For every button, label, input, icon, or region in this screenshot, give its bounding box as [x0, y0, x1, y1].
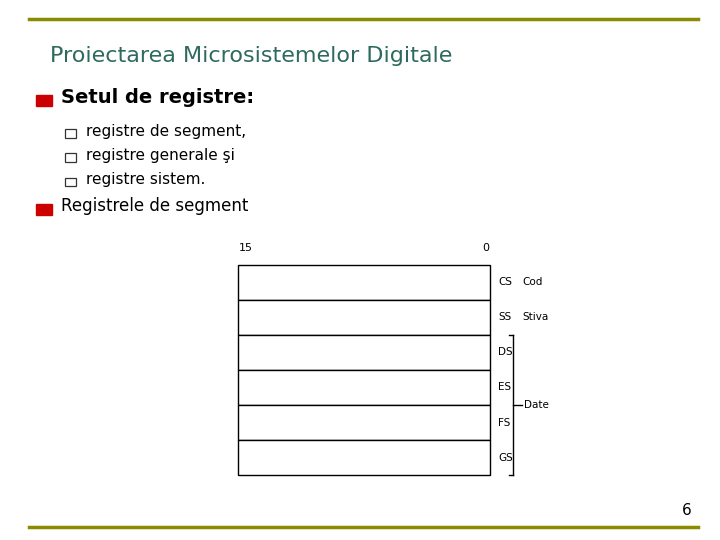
Text: Date: Date: [524, 400, 549, 410]
Bar: [36, 94, 52, 106]
Bar: [65, 153, 76, 162]
Text: Setul de registre:: Setul de registre:: [61, 87, 254, 107]
Bar: [238, 370, 490, 405]
Text: 15: 15: [239, 242, 253, 253]
Bar: [36, 204, 52, 215]
Text: GS: GS: [498, 453, 513, 463]
Bar: [238, 300, 490, 335]
Bar: [238, 440, 490, 475]
Text: FS: FS: [498, 417, 510, 428]
Bar: [65, 178, 76, 186]
Bar: [238, 265, 490, 300]
Text: Cod: Cod: [523, 277, 543, 287]
Text: CS: CS: [498, 277, 512, 287]
Text: Stiva: Stiva: [523, 312, 549, 322]
Text: registre generale şi: registre generale şi: [86, 148, 235, 163]
Text: ES: ES: [498, 382, 511, 393]
Text: Registrele de segment: Registrele de segment: [61, 197, 248, 215]
Text: registre de segment,: registre de segment,: [86, 124, 246, 139]
Text: DS: DS: [498, 347, 513, 357]
Text: Proiectarea Microsistemelor Digitale: Proiectarea Microsistemelor Digitale: [50, 46, 453, 66]
Bar: [238, 335, 490, 370]
Text: SS: SS: [498, 312, 511, 322]
Bar: [65, 129, 76, 138]
Text: registre sistem.: registre sistem.: [86, 172, 206, 187]
Text: 6: 6: [681, 503, 691, 518]
Bar: [238, 405, 490, 440]
Text: 0: 0: [482, 242, 490, 253]
